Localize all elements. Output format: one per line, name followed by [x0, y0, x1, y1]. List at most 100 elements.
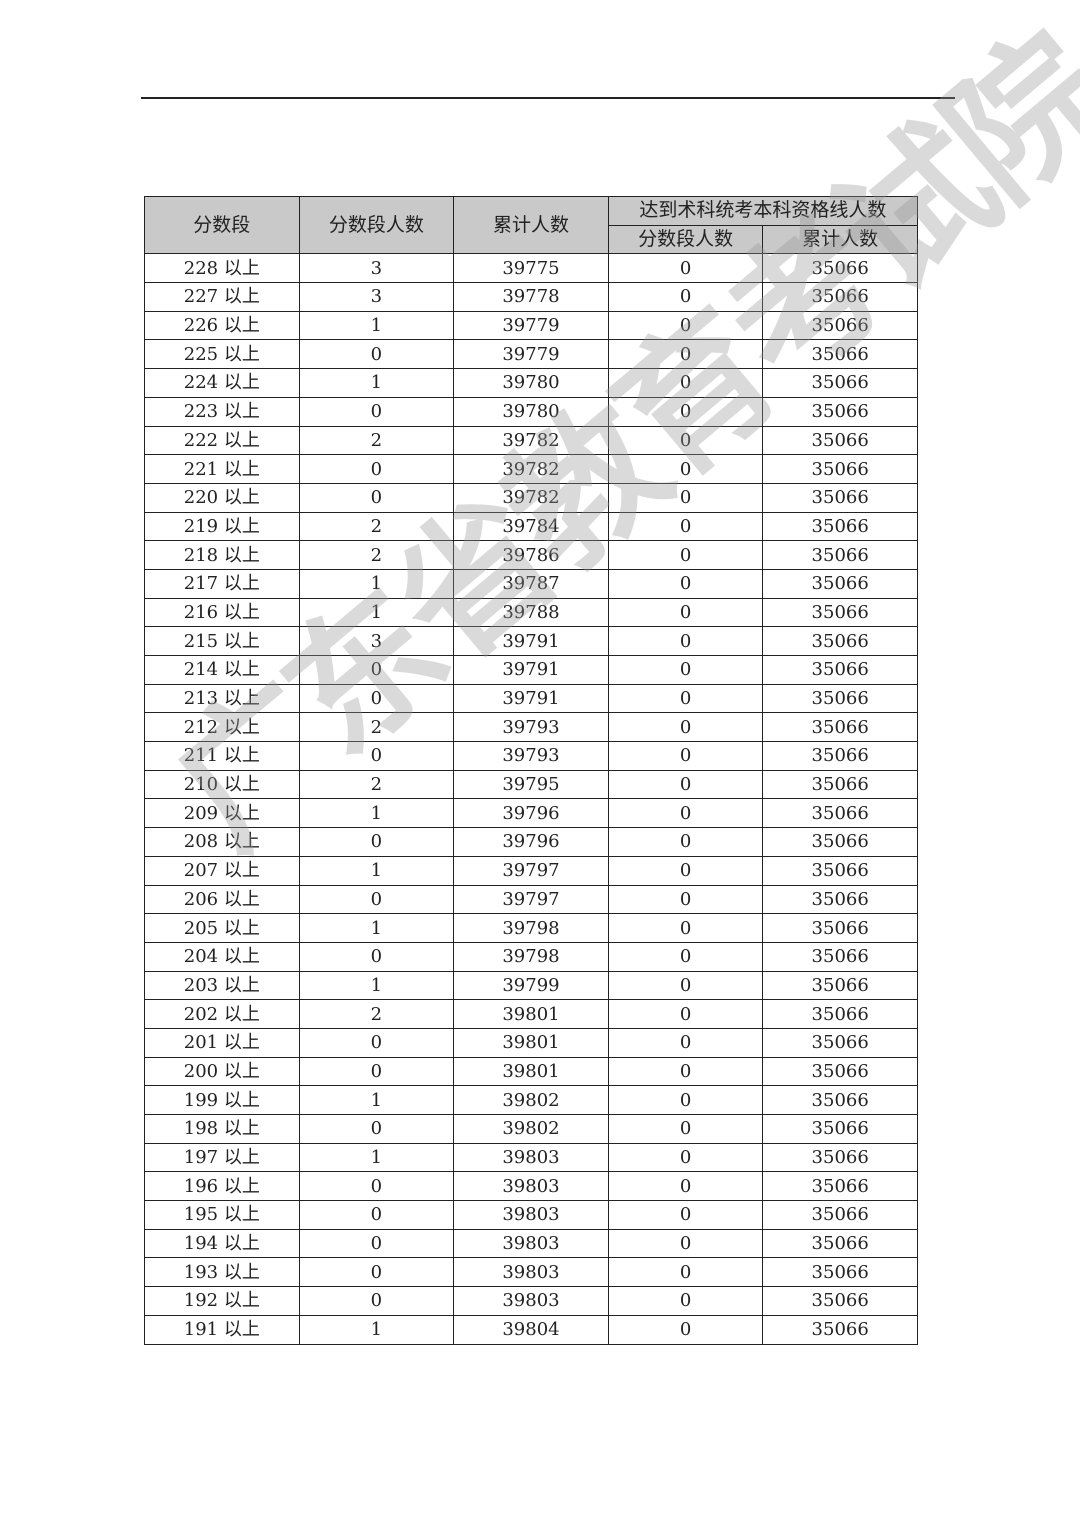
- cell-qualified-cumulative: 35066: [762, 368, 918, 398]
- cell-segment-count: 2: [298, 712, 455, 743]
- cell-qualified-segment-count: 0: [607, 1257, 764, 1288]
- cell-qualified-segment-count: 0: [607, 941, 764, 972]
- cell-qualified-segment-count: 0: [607, 769, 764, 800]
- table-row: 201 以上 0 39801 0 35066: [144, 1027, 918, 1058]
- cell-qualified-segment-count: 0: [607, 339, 764, 370]
- cell-segment-count: 0: [298, 1286, 455, 1316]
- cell-score: 198 以上: [144, 1114, 300, 1144]
- cell-qualified-segment-count: 0: [607, 712, 764, 743]
- cell-cumulative: 39803: [453, 1286, 609, 1316]
- cell-segment-count: 0: [298, 1027, 455, 1058]
- cell-score: 192 以上: [144, 1286, 300, 1316]
- cell-qualified-cumulative: 35066: [762, 999, 918, 1029]
- cell-score: 221 以上: [144, 454, 300, 484]
- cell-segment-count: 0: [298, 454, 455, 484]
- cell-cumulative: 39793: [453, 712, 609, 743]
- cell-cumulative: 39801: [453, 999, 609, 1029]
- cell-qualified-cumulative: 35066: [762, 425, 918, 456]
- cell-qualified-segment-count: 0: [607, 884, 764, 915]
- table-row: 212 以上 2 39793 0 35066: [144, 712, 918, 743]
- cell-cumulative: 39782: [453, 425, 609, 456]
- cell-qualified-cumulative: 35066: [762, 970, 918, 1001]
- cell-qualified-segment-count: 0: [607, 253, 764, 284]
- cell-qualified-cumulative: 35066: [762, 568, 918, 599]
- cell-qualified-segment-count: 0: [607, 282, 764, 312]
- cell-segment-count: 2: [298, 425, 455, 456]
- table-row: 225 以上 0 39779 0 35066: [144, 339, 918, 370]
- cell-qualified-cumulative: 35066: [762, 855, 918, 886]
- cell-cumulative: 39803: [453, 1200, 609, 1230]
- cell-qualified-cumulative: 35066: [762, 1286, 918, 1316]
- table-row: 199 以上 1 39802 0 35066: [144, 1085, 918, 1115]
- cell-segment-count: 0: [298, 683, 455, 714]
- cell-score: 194 以上: [144, 1228, 300, 1259]
- table-row: 220 以上 0 39782 0 35066: [144, 482, 918, 513]
- cell-qualified-cumulative: 35066: [762, 798, 918, 829]
- table-row: 221 以上 0 39782 0 35066: [144, 454, 918, 484]
- cell-score: 219 以上: [144, 511, 300, 542]
- table-row: 228 以上 3 39775 0 35066: [144, 253, 918, 284]
- cell-score: 207 以上: [144, 855, 300, 886]
- cell-score: 223 以上: [144, 396, 300, 427]
- cell-qualified-segment-count: 0: [607, 827, 764, 857]
- cell-cumulative: 39786: [453, 540, 609, 570]
- table-row: 206 以上 0 39797 0 35066: [144, 884, 918, 915]
- cell-cumulative: 39788: [453, 597, 609, 628]
- cell-segment-count: 0: [298, 884, 455, 915]
- cell-cumulative: 39782: [453, 482, 609, 513]
- cell-qualified-cumulative: 35066: [762, 511, 918, 542]
- cell-segment-count: 1: [298, 568, 455, 599]
- cell-qualified-segment-count: 0: [607, 1085, 764, 1115]
- header-row: 分数段 分数段人数 累计人数 达到术科统考本科资格线人数: [144, 195, 918, 255]
- cell-score: 208 以上: [144, 827, 300, 857]
- table-row: 207 以上 1 39797 0 35066: [144, 855, 918, 886]
- cell-qualified-segment-count: 0: [607, 741, 764, 771]
- cell-qualified-cumulative: 35066: [762, 482, 918, 513]
- table-row: 208 以上 0 39796 0 35066: [144, 827, 918, 857]
- table-row: 202 以上 2 39801 0 35066: [144, 999, 918, 1029]
- table-row: 218 以上 2 39786 0 35066: [144, 540, 918, 570]
- cell-segment-count: 1: [298, 597, 455, 628]
- cell-segment-count: 1: [298, 1314, 455, 1345]
- table-row: 195 以上 0 39803 0 35066: [144, 1200, 918, 1230]
- header-segment-count: 分数段人数: [298, 195, 455, 255]
- header-qualified-segment-count: 分数段人数: [607, 224, 764, 255]
- cell-score: 204 以上: [144, 941, 300, 972]
- cell-score: 210 以上: [144, 769, 300, 800]
- cell-score: 222 以上: [144, 425, 300, 456]
- cell-score: 213 以上: [144, 683, 300, 714]
- cell-segment-count: 2: [298, 540, 455, 570]
- table-row: 205 以上 1 39798 0 35066: [144, 913, 918, 943]
- cell-score: 225 以上: [144, 339, 300, 370]
- cell-qualified-cumulative: 35066: [762, 597, 918, 628]
- cell-qualified-cumulative: 35066: [762, 827, 918, 857]
- cell-segment-count: 2: [298, 769, 455, 800]
- cell-score: 206 以上: [144, 884, 300, 915]
- cell-qualified-cumulative: 35066: [762, 626, 918, 656]
- cell-qualified-cumulative: 35066: [762, 1257, 918, 1288]
- table-row: 219 以上 2 39784 0 35066: [144, 511, 918, 542]
- table-row: 224 以上 1 39780 0 35066: [144, 368, 918, 398]
- cell-segment-count: 0: [298, 655, 455, 685]
- header-subrow: 分数段人数 累计人数: [145, 224, 918, 255]
- cell-qualified-segment-count: 0: [607, 511, 764, 542]
- cell-qualified-segment-count: 0: [607, 1228, 764, 1259]
- cell-qualified-segment-count: 0: [607, 1142, 764, 1173]
- cell-segment-count: 3: [298, 253, 455, 284]
- cell-score: 199 以上: [144, 1085, 300, 1115]
- cell-qualified-cumulative: 35066: [762, 655, 918, 685]
- cell-qualified-segment-count: 0: [607, 454, 764, 484]
- cell-cumulative: 39799: [453, 970, 609, 1001]
- cell-segment-count: 0: [298, 396, 455, 427]
- cell-segment-count: 0: [298, 741, 455, 771]
- table-row: 200 以上 0 39801 0 35066: [144, 1056, 918, 1087]
- cell-segment-count: 0: [298, 1200, 455, 1230]
- cell-cumulative: 39802: [453, 1114, 609, 1144]
- cell-cumulative: 39778: [453, 282, 609, 312]
- cell-segment-count: 0: [298, 1228, 455, 1259]
- cell-segment-count: 0: [298, 339, 455, 370]
- cell-qualified-segment-count: 0: [607, 626, 764, 656]
- cell-qualified-cumulative: 35066: [762, 310, 918, 341]
- cell-qualified-cumulative: 35066: [762, 454, 918, 484]
- cell-cumulative: 39801: [453, 1027, 609, 1058]
